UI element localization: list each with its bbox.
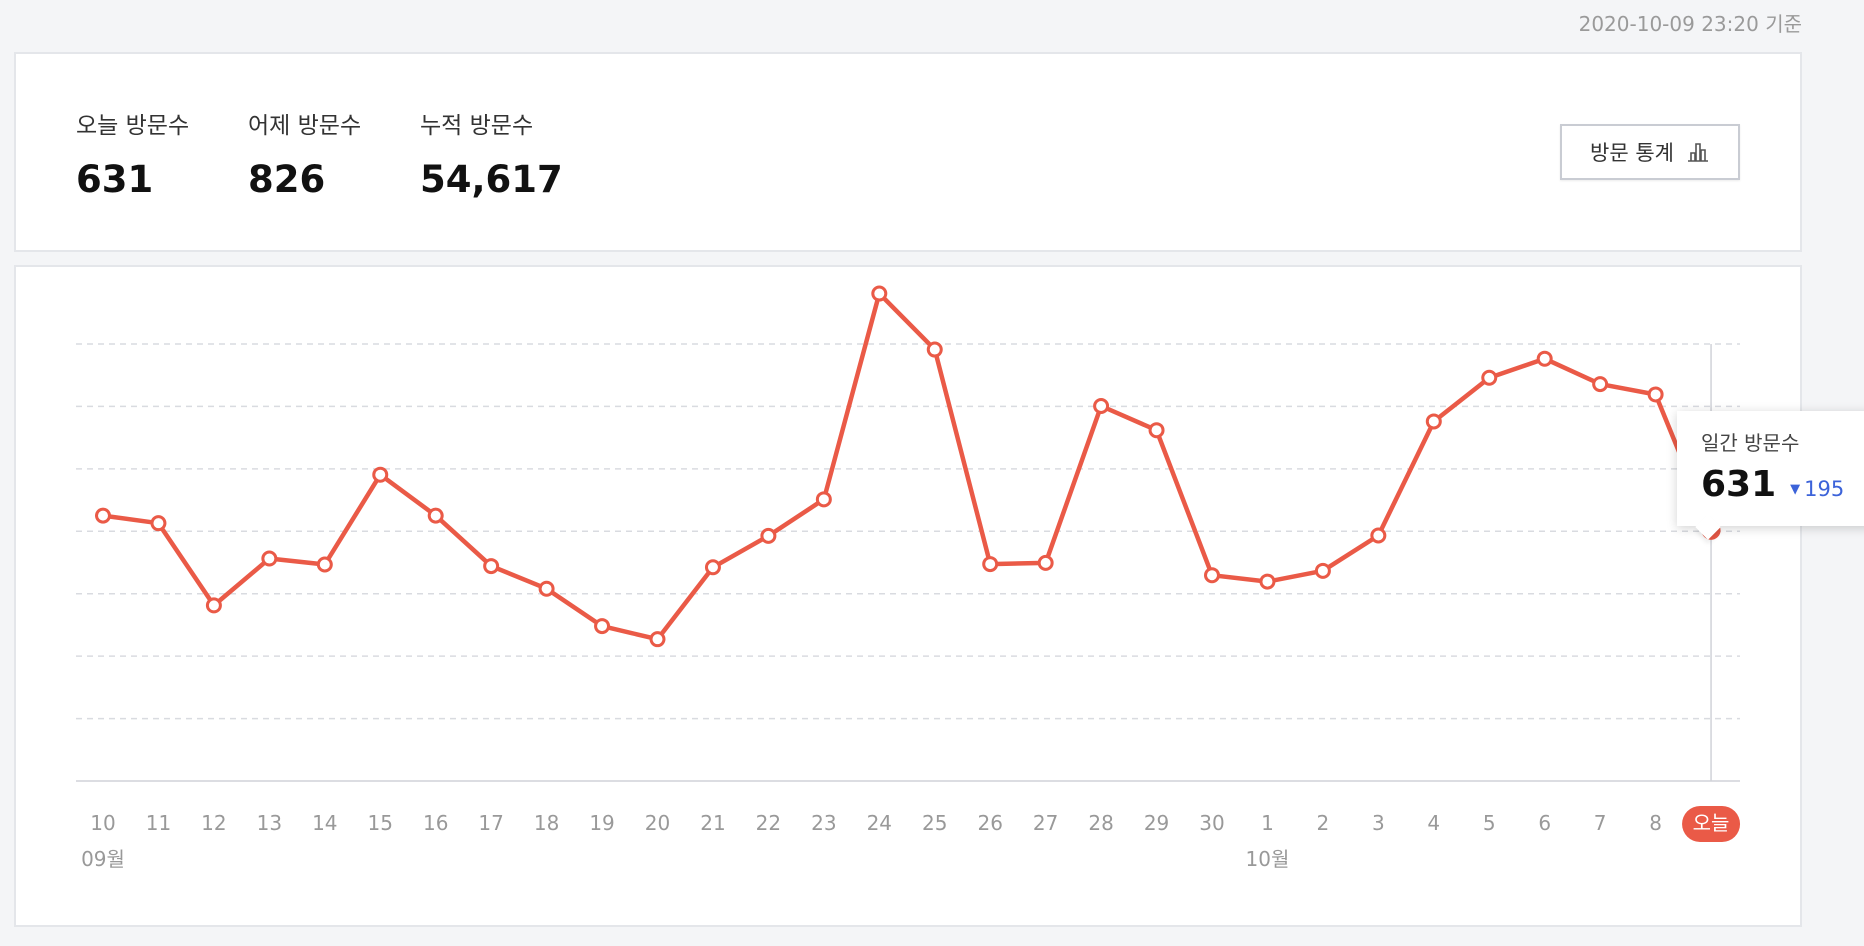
month-label: 10월 bbox=[1246, 847, 1290, 871]
x-tick-label: 22 bbox=[756, 811, 781, 835]
data-point[interactable] bbox=[1425, 413, 1442, 430]
data-point[interactable] bbox=[261, 550, 278, 567]
bar-chart-icon bbox=[1687, 143, 1708, 162]
data-point[interactable] bbox=[1481, 369, 1498, 386]
daily-visits-tooltip: 일간 방문수 631 ▼ 195 bbox=[1677, 411, 1864, 526]
data-point[interactable] bbox=[1314, 562, 1331, 579]
x-tick-label: 11 bbox=[146, 811, 171, 835]
stat-yesterday: 어제 방문수 826 bbox=[248, 106, 361, 201]
data-point[interactable] bbox=[1093, 397, 1110, 414]
data-point[interactable] bbox=[815, 491, 832, 508]
data-point[interactable] bbox=[1204, 567, 1220, 584]
x-tick-label: 6 bbox=[1538, 811, 1551, 835]
month-label: 09월 bbox=[81, 847, 125, 871]
x-tick-label: 10 bbox=[90, 811, 115, 835]
month-labels: 09월 10월 bbox=[81, 847, 1289, 871]
x-tick-label: 20 bbox=[645, 811, 670, 835]
stat-yesterday-label: 어제 방문수 bbox=[248, 113, 362, 139]
x-tick-label: 1 bbox=[1261, 811, 1274, 835]
data-point[interactable] bbox=[372, 466, 389, 483]
data-point[interactable] bbox=[594, 618, 611, 635]
x-tick-label: 2 bbox=[1317, 811, 1330, 835]
stat-total-value: 54,617 bbox=[420, 158, 563, 201]
data-point[interactable] bbox=[926, 341, 943, 358]
data-point[interactable] bbox=[483, 558, 500, 575]
series-line bbox=[100, 291, 1714, 642]
x-tick-label: 14 bbox=[312, 811, 337, 835]
timestamp: 2020-10-09 23:20 기준 bbox=[1578, 12, 1802, 36]
visit-stats-button[interactable]: 방문 통계 bbox=[1560, 124, 1740, 180]
data-point[interactable] bbox=[1037, 554, 1054, 571]
data-point[interactable] bbox=[95, 507, 111, 524]
caret-down-icon: ▼ bbox=[1790, 482, 1801, 497]
series-line-layer bbox=[100, 291, 1714, 642]
data-point[interactable] bbox=[538, 580, 555, 597]
tooltip-delta-value: 195 bbox=[1804, 477, 1845, 501]
tooltip-value: 631 bbox=[1701, 464, 1777, 505]
x-tick-label: 8 bbox=[1649, 811, 1662, 835]
x-tick-label: 15 bbox=[368, 811, 393, 835]
x-tick-label: 17 bbox=[478, 811, 503, 835]
grid-lines bbox=[76, 343, 1740, 782]
x-tick-label: 4 bbox=[1427, 811, 1440, 835]
data-point[interactable] bbox=[1536, 350, 1553, 367]
data-point[interactable] bbox=[704, 559, 721, 576]
x-tick-label: 26 bbox=[977, 811, 1002, 835]
data-point[interactable] bbox=[1370, 527, 1387, 544]
data-point[interactable] bbox=[1259, 573, 1276, 590]
x-tick-label: 25 bbox=[922, 811, 947, 835]
data-point[interactable] bbox=[982, 556, 999, 573]
data-point[interactable] bbox=[1647, 386, 1664, 403]
visitor-summary-panel: 오늘 방문수 631 어제 방문수 826 누적 방문수 54,617 방문 통… bbox=[14, 52, 1802, 252]
x-tick-label: 24 bbox=[867, 811, 892, 835]
x-tick-label: 21 bbox=[700, 811, 725, 835]
data-point[interactable] bbox=[150, 515, 167, 532]
today-badge-background bbox=[1682, 806, 1741, 842]
data-point[interactable] bbox=[205, 597, 222, 614]
x-tick-label: 7 bbox=[1594, 811, 1607, 835]
stat-yesterday-value: 826 bbox=[248, 158, 326, 201]
x-tick-label: 5 bbox=[1483, 811, 1496, 835]
x-tick-label: 28 bbox=[1088, 811, 1113, 835]
data-point[interactable] bbox=[760, 527, 777, 544]
x-tick-label: 13 bbox=[257, 811, 282, 835]
data-point[interactable] bbox=[1592, 376, 1609, 393]
x-tick-label: 27 bbox=[1033, 811, 1058, 835]
x-tick-label: 19 bbox=[589, 811, 614, 835]
data-point[interactable] bbox=[871, 285, 888, 302]
x-tick-label-today: 오늘 bbox=[1693, 811, 1730, 835]
x-tick-label: 16 bbox=[423, 811, 448, 835]
data-point[interactable] bbox=[316, 556, 333, 573]
daily-visits-chart-panel bbox=[14, 265, 1802, 927]
visit-stats-button-label: 방문 통계 bbox=[1590, 141, 1674, 165]
x-tick-label: 18 bbox=[534, 811, 559, 835]
x-tick-label: 3 bbox=[1372, 811, 1385, 835]
tooltip-delta: ▼ 195 bbox=[1790, 477, 1844, 501]
data-points bbox=[95, 285, 1721, 648]
x-tick-label: 23 bbox=[811, 811, 836, 835]
x-tick-label: 29 bbox=[1144, 811, 1169, 835]
x-tick-label: 30 bbox=[1199, 811, 1224, 835]
stat-today-label: 오늘 방문수 bbox=[76, 113, 190, 139]
stat-today-value: 631 bbox=[76, 158, 154, 201]
data-point[interactable] bbox=[427, 507, 444, 524]
x-tick-labels: 10 11 12 13 14 15 16 17 18 19 20 21 22 23 24 25 26 27 28 29… bbox=[90, 806, 1741, 842]
stat-total: 누적 방문수 54,617 bbox=[420, 106, 563, 201]
data-point[interactable] bbox=[1148, 422, 1165, 439]
tooltip-label: 일간 방문수 bbox=[1701, 431, 1800, 455]
today-badge[interactable]: 오늘 bbox=[1682, 806, 1741, 842]
stat-today: 오늘 방문수 631 bbox=[76, 106, 189, 201]
stat-total-label: 누적 방문수 bbox=[420, 113, 534, 139]
x-tick-label: 12 bbox=[201, 811, 226, 835]
data-point[interactable] bbox=[649, 631, 666, 648]
